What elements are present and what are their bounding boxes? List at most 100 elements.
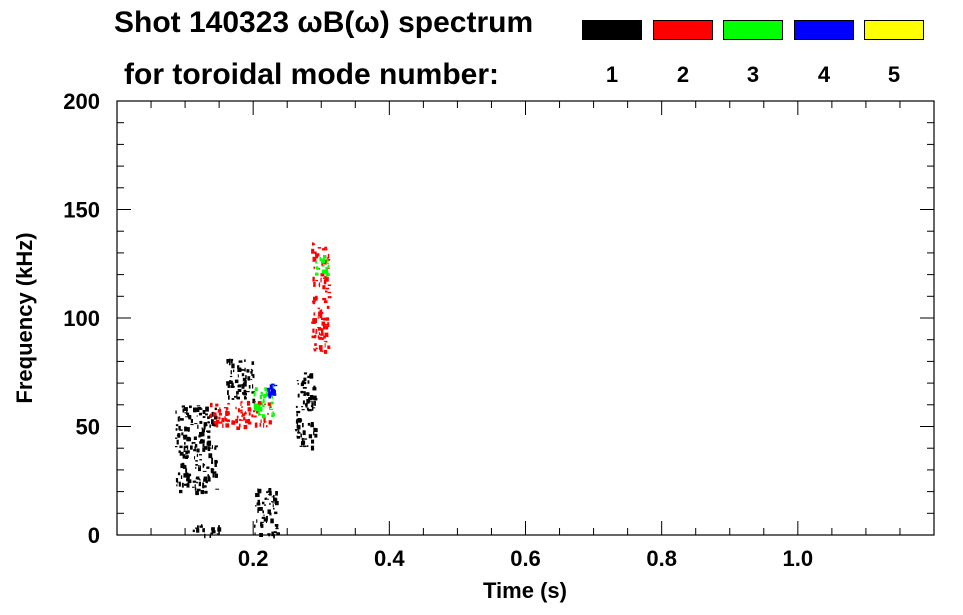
spectral-point-mode-1 bbox=[273, 497, 277, 502]
spectral-point-mode-1 bbox=[196, 476, 200, 479]
spectral-point-mode-1 bbox=[266, 515, 268, 521]
spectral-point-mode-2 bbox=[241, 415, 243, 418]
spectral-point-mode-1 bbox=[302, 430, 306, 436]
spectral-point-mode-1 bbox=[211, 457, 213, 463]
spectral-point-mode-2 bbox=[267, 402, 272, 406]
spectral-point-mode-1 bbox=[194, 444, 198, 448]
spectral-point-mode-1 bbox=[186, 478, 188, 482]
spectral-point-mode-2 bbox=[263, 422, 265, 428]
spectral-point-mode-2 bbox=[215, 423, 219, 428]
spectral-point-mode-1 bbox=[175, 446, 178, 448]
spectral-point-mode-2 bbox=[324, 349, 328, 354]
spectral-point-mode-1 bbox=[178, 450, 181, 453]
spectral-point-mode-2 bbox=[318, 336, 323, 340]
spectral-point-mode-2 bbox=[326, 317, 330, 321]
spectral-point-mode-1 bbox=[176, 439, 179, 445]
spectral-point-mode-1 bbox=[186, 445, 189, 450]
spectral-point-mode-3 bbox=[257, 404, 261, 409]
spectral-point-mode-1 bbox=[176, 434, 181, 437]
spectral-point-mode-1 bbox=[237, 365, 240, 369]
spectral-point-mode-1 bbox=[244, 359, 246, 362]
spectral-point-mode-1 bbox=[256, 502, 261, 506]
spectral-point-mode-1 bbox=[273, 531, 277, 534]
spectral-point-mode-4 bbox=[267, 388, 270, 392]
spectral-point-mode-2 bbox=[227, 402, 230, 405]
spectral-point-mode-1 bbox=[314, 400, 316, 406]
spectral-point-mode-1 bbox=[314, 433, 318, 438]
spectral-point-mode-1 bbox=[311, 405, 314, 411]
spectral-point-mode-1 bbox=[313, 431, 315, 436]
spectral-point-mode-1 bbox=[236, 394, 238, 400]
spectral-point-mode-1 bbox=[184, 407, 188, 411]
spectral-point-mode-2 bbox=[326, 305, 330, 309]
spectral-point-mode-1 bbox=[237, 374, 239, 378]
spectral-point-mode-1 bbox=[275, 491, 278, 496]
spectral-point-mode-3 bbox=[272, 411, 274, 414]
spectral-point-mode-1 bbox=[274, 524, 279, 527]
spectral-point-mode-1 bbox=[300, 390, 304, 394]
spectral-point-mode-2 bbox=[313, 312, 316, 316]
spectral-point-mode-1 bbox=[214, 473, 218, 478]
spectral-point-mode-2 bbox=[323, 277, 325, 279]
spectral-point-mode-1 bbox=[198, 412, 202, 416]
spectral-point-mode-1 bbox=[238, 384, 242, 387]
spectral-point-mode-3 bbox=[271, 386, 275, 389]
spectral-point-mode-1 bbox=[297, 430, 300, 434]
spectral-point-mode-1 bbox=[229, 375, 233, 378]
spectral-point-mode-3 bbox=[258, 411, 260, 416]
spectral-point-mode-2 bbox=[319, 348, 323, 352]
spectral-point-mode-2 bbox=[226, 419, 230, 423]
spectral-point-mode-1 bbox=[243, 389, 247, 393]
spectral-point-mode-1 bbox=[195, 466, 197, 469]
spectral-point-mode-1 bbox=[181, 482, 184, 488]
spectral-point-mode-1 bbox=[273, 495, 275, 499]
spectral-point-mode-1 bbox=[181, 405, 185, 408]
spectral-point-mode-2 bbox=[325, 341, 328, 343]
spectral-point-mode-2 bbox=[240, 419, 244, 421]
spectral-point-mode-2 bbox=[323, 317, 328, 321]
spectral-point-mode-1 bbox=[262, 510, 264, 514]
spectral-point-mode-1 bbox=[239, 367, 242, 372]
spectral-point-mode-1 bbox=[184, 426, 187, 432]
spectral-point-mode-3 bbox=[264, 389, 269, 391]
spectral-point-mode-1 bbox=[195, 527, 199, 529]
spectral-point-mode-1 bbox=[257, 488, 262, 494]
spectral-point-mode-1 bbox=[196, 448, 200, 453]
spectral-point-mode-1 bbox=[260, 524, 262, 526]
spectral-point-mode-1 bbox=[206, 430, 208, 433]
spectral-point-mode-1 bbox=[199, 525, 203, 528]
spectral-point-mode-2 bbox=[321, 317, 325, 320]
spectral-point-mode-2 bbox=[319, 313, 323, 319]
spectral-point-mode-1 bbox=[248, 385, 251, 389]
spectral-point-mode-2 bbox=[240, 401, 242, 406]
spectral-point-mode-2 bbox=[263, 417, 266, 422]
spectral-point-mode-3 bbox=[261, 395, 265, 397]
spectral-point-mode-2 bbox=[323, 335, 326, 339]
spectral-point-mode-3 bbox=[253, 392, 256, 397]
spectral-point-mode-2 bbox=[318, 332, 320, 336]
spectral-point-mode-1 bbox=[175, 424, 179, 427]
spectral-point-mode-2 bbox=[213, 420, 216, 424]
spectral-point-mode-1 bbox=[257, 507, 260, 511]
spectral-point-mode-1 bbox=[264, 504, 266, 506]
spectral-point-mode-2 bbox=[265, 425, 268, 428]
spectral-point-mode-1 bbox=[188, 415, 192, 420]
spectral-point-mode-1 bbox=[211, 445, 213, 449]
spectral-point-mode-1 bbox=[199, 459, 202, 461]
spectral-point-mode-2 bbox=[322, 285, 326, 290]
spectral-point-mode-1 bbox=[296, 380, 299, 382]
spectral-point-mode-2 bbox=[238, 409, 242, 412]
spectral-point-mode-1 bbox=[228, 395, 230, 400]
spectral-point-mode-1 bbox=[276, 532, 280, 535]
spectral-point-mode-1 bbox=[203, 426, 206, 430]
spectral-point-mode-2 bbox=[323, 300, 328, 304]
spectral-point-mode-2 bbox=[315, 253, 320, 257]
spectral-point-mode-1 bbox=[247, 376, 251, 381]
spectral-point-mode-2 bbox=[238, 423, 241, 428]
spectral-point-mode-1 bbox=[228, 361, 231, 366]
spectral-point-mode-1 bbox=[214, 415, 218, 420]
spectral-point-mode-2 bbox=[236, 415, 239, 419]
legend-swatch-mode-5 bbox=[864, 20, 924, 40]
spectral-point-mode-3 bbox=[263, 393, 266, 399]
spectral-point-mode-1 bbox=[266, 491, 269, 494]
